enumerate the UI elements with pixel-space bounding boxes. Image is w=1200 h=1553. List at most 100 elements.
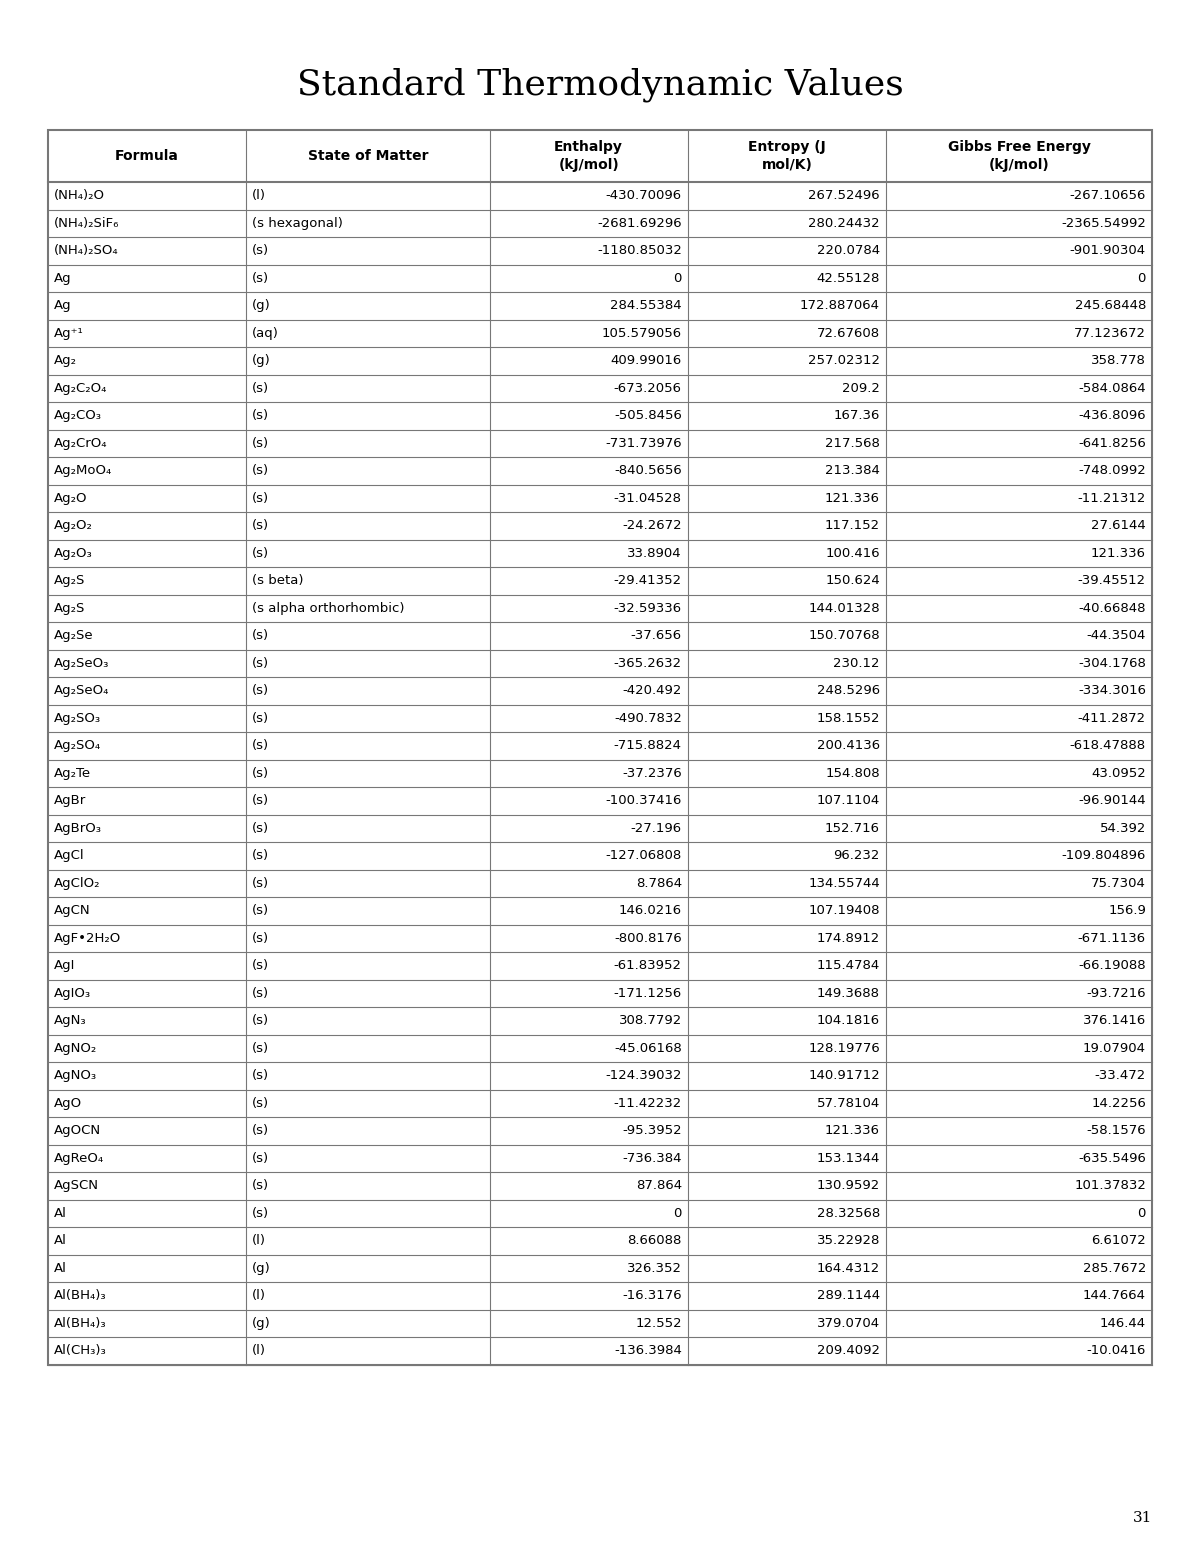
Text: Ag: Ag <box>54 272 72 284</box>
Text: Ag₂SO₄: Ag₂SO₄ <box>54 739 101 752</box>
Text: Standard Thermodynamic Values: Standard Thermodynamic Values <box>296 68 904 102</box>
Text: 379.0704: 379.0704 <box>817 1317 880 1329</box>
Text: Ag₂S: Ag₂S <box>54 575 85 587</box>
Text: 35.22928: 35.22928 <box>816 1235 880 1247</box>
Text: (aq): (aq) <box>252 326 280 340</box>
Text: 100.416: 100.416 <box>826 547 880 559</box>
Text: 75.7304: 75.7304 <box>1091 877 1146 890</box>
Text: -334.3016: -334.3016 <box>1078 685 1146 697</box>
Text: -584.0864: -584.0864 <box>1079 382 1146 394</box>
Text: (s): (s) <box>252 711 269 725</box>
Text: AgCN: AgCN <box>54 904 91 918</box>
Text: AgSCN: AgSCN <box>54 1179 98 1193</box>
Text: -136.3984: -136.3984 <box>614 1345 682 1357</box>
Text: -66.19088: -66.19088 <box>1079 960 1146 972</box>
Text: 104.1816: 104.1816 <box>817 1014 880 1027</box>
Text: -61.83952: -61.83952 <box>613 960 682 972</box>
Text: Ag: Ag <box>54 300 72 312</box>
Text: Entropy (J
mol/K): Entropy (J mol/K) <box>748 140 826 172</box>
Text: 308.7792: 308.7792 <box>618 1014 682 1027</box>
Text: 54.392: 54.392 <box>1099 822 1146 836</box>
Text: (s): (s) <box>252 849 269 862</box>
Text: 0: 0 <box>673 1207 682 1219</box>
Text: (s): (s) <box>252 1124 269 1137</box>
Text: AgO: AgO <box>54 1096 82 1110</box>
Text: Al: Al <box>54 1207 67 1219</box>
Text: -901.90304: -901.90304 <box>1070 244 1146 258</box>
Text: Gibbs Free Energy
(kJ/mol): Gibbs Free Energy (kJ/mol) <box>948 140 1091 172</box>
Text: Al: Al <box>54 1235 67 1247</box>
Text: -671.1136: -671.1136 <box>1078 932 1146 944</box>
Text: (s): (s) <box>252 1042 269 1054</box>
Text: 154.808: 154.808 <box>826 767 880 780</box>
Text: (s): (s) <box>252 1070 269 1082</box>
Text: -33.472: -33.472 <box>1094 1070 1146 1082</box>
Text: 289.1144: 289.1144 <box>817 1289 880 1303</box>
Text: -430.70096: -430.70096 <box>606 189 682 202</box>
Text: 6.61072: 6.61072 <box>1091 1235 1146 1247</box>
Text: -96.90144: -96.90144 <box>1079 794 1146 808</box>
Text: 57.78104: 57.78104 <box>817 1096 880 1110</box>
Text: AgBr: AgBr <box>54 794 86 808</box>
Text: Ag₂O₂: Ag₂O₂ <box>54 519 92 533</box>
Text: 14.2256: 14.2256 <box>1091 1096 1146 1110</box>
Text: -490.7832: -490.7832 <box>614 711 682 725</box>
Text: 257.02312: 257.02312 <box>808 354 880 367</box>
Text: 42.55128: 42.55128 <box>816 272 880 284</box>
Text: 144.7664: 144.7664 <box>1084 1289 1146 1303</box>
Text: (NH₄)₂O: (NH₄)₂O <box>54 189 106 202</box>
Text: 72.67608: 72.67608 <box>817 326 880 340</box>
Text: -1180.85032: -1180.85032 <box>596 244 682 258</box>
Text: (s): (s) <box>252 629 269 643</box>
Text: (s): (s) <box>252 547 269 559</box>
Text: (s): (s) <box>252 877 269 890</box>
Text: 107.1104: 107.1104 <box>817 794 880 808</box>
Text: 152.716: 152.716 <box>824 822 880 836</box>
Text: 28.32568: 28.32568 <box>817 1207 880 1219</box>
Text: 19.07904: 19.07904 <box>1084 1042 1146 1054</box>
Text: (s beta): (s beta) <box>252 575 304 587</box>
Text: -124.39032: -124.39032 <box>605 1070 682 1082</box>
Text: AgNO₂: AgNO₂ <box>54 1042 97 1054</box>
Text: (s): (s) <box>252 410 269 422</box>
Text: (l): (l) <box>252 189 266 202</box>
Text: 107.19408: 107.19408 <box>809 904 880 918</box>
Text: (s): (s) <box>252 272 269 284</box>
Text: -618.47888: -618.47888 <box>1070 739 1146 752</box>
Text: (s): (s) <box>252 464 269 477</box>
Text: -37.2376: -37.2376 <box>622 767 682 780</box>
Text: Al(CH₃)₃: Al(CH₃)₃ <box>54 1345 107 1357</box>
Text: -365.2632: -365.2632 <box>613 657 682 669</box>
Text: AgBrO₃: AgBrO₃ <box>54 822 102 836</box>
Text: Al(BH₄)₃: Al(BH₄)₃ <box>54 1289 107 1303</box>
Text: 96.232: 96.232 <box>834 849 880 862</box>
Text: 267.52496: 267.52496 <box>809 189 880 202</box>
Text: -32.59336: -32.59336 <box>613 601 682 615</box>
Text: Ag₂C₂O₄: Ag₂C₂O₄ <box>54 382 107 394</box>
Text: Al(BH₄)₃: Al(BH₄)₃ <box>54 1317 107 1329</box>
Text: 117.152: 117.152 <box>824 519 880 533</box>
Text: -641.8256: -641.8256 <box>1078 436 1146 450</box>
Text: 0: 0 <box>673 272 682 284</box>
Text: AgF•2H₂O: AgF•2H₂O <box>54 932 121 944</box>
Text: 167.36: 167.36 <box>834 410 880 422</box>
Text: Ag₂S: Ag₂S <box>54 601 85 615</box>
Text: 0: 0 <box>1138 272 1146 284</box>
Text: (NH₄)₂SiF₆: (NH₄)₂SiF₆ <box>54 217 119 230</box>
Text: -304.1768: -304.1768 <box>1078 657 1146 669</box>
Text: -635.5496: -635.5496 <box>1078 1152 1146 1165</box>
Text: (s hexagonal): (s hexagonal) <box>252 217 343 230</box>
Text: Ag₂MoO₄: Ag₂MoO₄ <box>54 464 113 477</box>
Text: Ag₂CO₃: Ag₂CO₃ <box>54 410 102 422</box>
Text: 146.44: 146.44 <box>1100 1317 1146 1329</box>
Text: -10.0416: -10.0416 <box>1087 1345 1146 1357</box>
Text: Enthalpy
(kJ/mol): Enthalpy (kJ/mol) <box>554 140 623 172</box>
Text: 280.24432: 280.24432 <box>809 217 880 230</box>
Text: 358.778: 358.778 <box>1091 354 1146 367</box>
Text: (s): (s) <box>252 822 269 836</box>
Text: Ag₂SeO₄: Ag₂SeO₄ <box>54 685 109 697</box>
Text: 248.5296: 248.5296 <box>817 685 880 697</box>
Text: 172.887064: 172.887064 <box>800 300 880 312</box>
Text: 150.70768: 150.70768 <box>809 629 880 643</box>
Text: 230.12: 230.12 <box>834 657 880 669</box>
